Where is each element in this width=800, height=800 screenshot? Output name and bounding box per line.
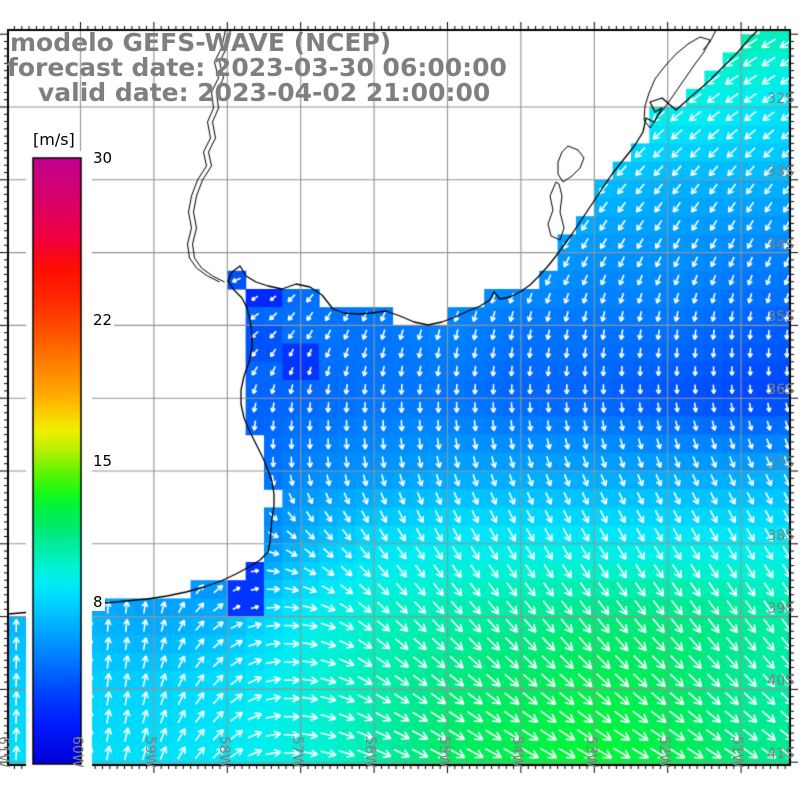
y-axis-label: 39S [767,600,794,617]
x-axis-label: 53W [582,736,599,768]
y-axis-label: 37S [767,455,794,471]
colorbar-tick-label: 8 [91,593,105,612]
forecast-date-label: forecast date: 2023-03-30 06:00:00 [7,53,507,82]
x-axis-label: 58W [215,736,232,768]
colorbar-tick-label: 30 [91,149,115,167]
y-axis-label: 38S [767,527,794,544]
y-axis-label: 32S [767,91,794,107]
x-axis-label: 51W [729,736,746,768]
y-axis-label: 34S [767,236,794,253]
model-title: modelo GEFS-WAVE (NCEP) [10,28,392,57]
x-axis-label: 60W [68,736,85,768]
colorbar-tick-label: 22 [91,310,115,329]
x-axis-label: 57W [289,736,305,768]
y-axis-label: 36S [767,382,794,399]
x-axis-label: 52W [656,736,672,768]
colorbar-tick-label: 15 [91,452,115,470]
x-axis-label: 55W [435,736,452,768]
y-axis-label: 40S [767,673,794,690]
valid-date-label: valid date: 2023-04-02 21:00:00 [38,78,491,107]
y-axis-label: 35S [767,309,794,326]
x-axis-label: 56W [362,736,379,768]
y-axis-label: 41S [767,746,794,763]
x-axis-label: 59W [142,736,159,768]
colorbar-unit-label: [m/s] [31,130,77,149]
x-axis-label: 61W [0,736,12,768]
x-axis-label: 54W [509,736,526,768]
y-axis-label: 33S [767,163,794,180]
